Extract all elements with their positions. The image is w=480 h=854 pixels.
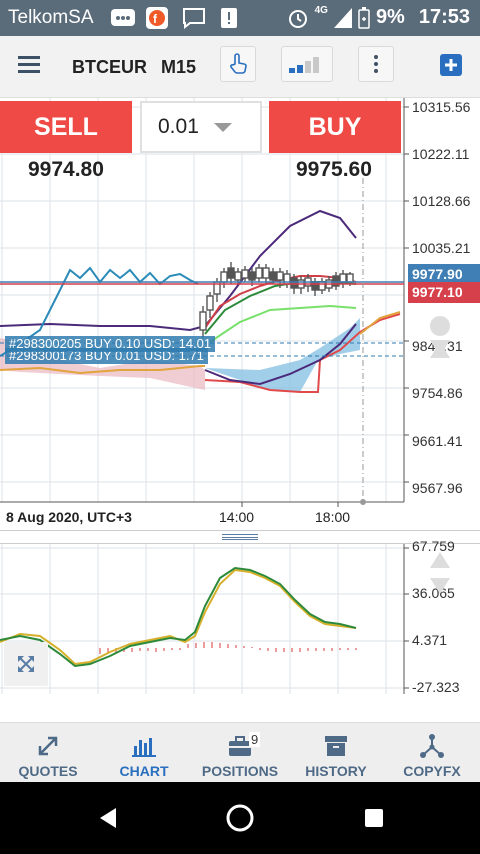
menu-icon[interactable]: [18, 56, 40, 74]
price-axis-label: 10035.21: [412, 240, 471, 256]
toolbar: BTCEUR M15: [0, 36, 480, 98]
back-icon[interactable]: [96, 806, 120, 830]
share-icon: [384, 731, 480, 761]
bid-price-tag: 9977.10: [408, 282, 480, 303]
oscillator-label: 4.371: [412, 632, 448, 648]
clock-label: 17:53: [418, 6, 470, 28]
price-axis-label: 9567.96: [412, 480, 463, 496]
fullscreen-icon: [18, 656, 34, 672]
ask-price: 9975.60: [296, 158, 372, 181]
timeframe-label[interactable]: M15: [161, 57, 197, 77]
nav-label: POSITIONS: [201, 763, 279, 779]
time-tick-label: 14:00: [219, 509, 255, 525]
price-axis-label: 10315.56: [412, 99, 471, 115]
app-icon: f: [146, 7, 168, 29]
archive-icon: [288, 731, 384, 761]
add-button[interactable]: [440, 54, 462, 76]
nav-positions[interactable]: 9 POSITIONS: [192, 723, 288, 783]
dots-vertical-icon: [374, 55, 378, 73]
more-button[interactable]: [358, 46, 394, 82]
lot-size-value: 0.01: [158, 115, 199, 138]
nav-quotes[interactable]: QUOTES: [0, 723, 96, 783]
signal-bars-icon: [289, 57, 319, 73]
nav-label: QUOTES: [18, 763, 78, 779]
oscillator-scroll-down-arrow[interactable]: [420, 574, 460, 604]
scroll-down-arrow[interactable]: [420, 336, 460, 366]
sell-button[interactable]: SELL: [0, 101, 132, 153]
price-axis-label: 10222.11: [412, 146, 470, 162]
status-bar: TelkomSA f 4G 9% 17:53: [0, 0, 480, 36]
nav-history[interactable]: HISTORY: [288, 723, 384, 783]
indicators-button[interactable]: [281, 46, 333, 82]
battery-icon: [358, 6, 370, 29]
alert-icon: [220, 7, 238, 29]
lot-size-select[interactable]: 0.01: [140, 101, 262, 153]
hand-pointer-icon: [230, 53, 247, 74]
chat-icon: [182, 7, 206, 29]
oscillator-label: 67.759: [412, 538, 455, 554]
drag-handle-icon[interactable]: [222, 534, 258, 540]
oscillator-label: -27.323: [412, 679, 460, 695]
alarm-icon: [288, 9, 307, 28]
plus-icon: [445, 59, 457, 71]
signal-icon: [333, 7, 352, 28]
oscillator-scroll-up-arrow[interactable]: [420, 546, 460, 570]
network-label: 4G: [314, 5, 328, 16]
oscillator-panel[interactable]: 67.759 36.065 4.371 -27.323: [0, 538, 480, 696]
nav-label: CHART: [119, 763, 169, 779]
home-icon[interactable]: [225, 803, 255, 833]
carrier-label: TelkomSA: [8, 7, 94, 28]
bottom-navigation: QUOTES CHART 9 POSITIONS HISTORY COP: [0, 722, 480, 782]
price-axis-label: 10128.66: [412, 193, 471, 209]
nav-label: COPYFX: [403, 763, 461, 779]
nav-label: HISTORY: [305, 763, 367, 779]
expand-chart-button[interactable]: [4, 642, 48, 686]
positions-badge: 9: [249, 732, 261, 747]
arrows-icon: [0, 731, 96, 761]
system-navigation-bar: [0, 782, 480, 854]
bar-chart-icon: [96, 731, 192, 761]
buy-button[interactable]: BUY: [269, 101, 401, 153]
nav-chart[interactable]: CHART: [96, 723, 192, 783]
date-label: 8 Aug 2020, UTC+3: [6, 509, 132, 525]
bid-price: 9974.80: [28, 158, 104, 181]
chevron-down-icon: [214, 123, 232, 132]
panel-splitter[interactable]: [0, 530, 480, 544]
touch-mode-button[interactable]: [220, 46, 256, 82]
time-tick-label: 18:00: [315, 509, 351, 525]
svg-text:f: f: [153, 12, 158, 26]
ask-price-tag: 9977.90: [408, 264, 480, 285]
briefcase-icon: 9: [192, 731, 288, 761]
messages-icon: [110, 7, 136, 29]
price-chart[interactable]: 10315.56 10222.11 10128.66 10035.21 9848…: [0, 98, 480, 530]
price-axis-label: 9661.41: [412, 433, 463, 449]
symbol-label[interactable]: BTCEUR: [72, 57, 147, 77]
nav-copyfx[interactable]: COPYFX: [384, 723, 480, 783]
battery-label: 9%: [375, 6, 405, 28]
recents-icon[interactable]: [364, 808, 384, 828]
order-label[interactable]: #298300205 BUY 0.10 USD: 14.01: [5, 336, 216, 352]
price-axis-label: 9754.86: [412, 385, 463, 401]
oscillator-label: 36.065: [412, 585, 455, 601]
